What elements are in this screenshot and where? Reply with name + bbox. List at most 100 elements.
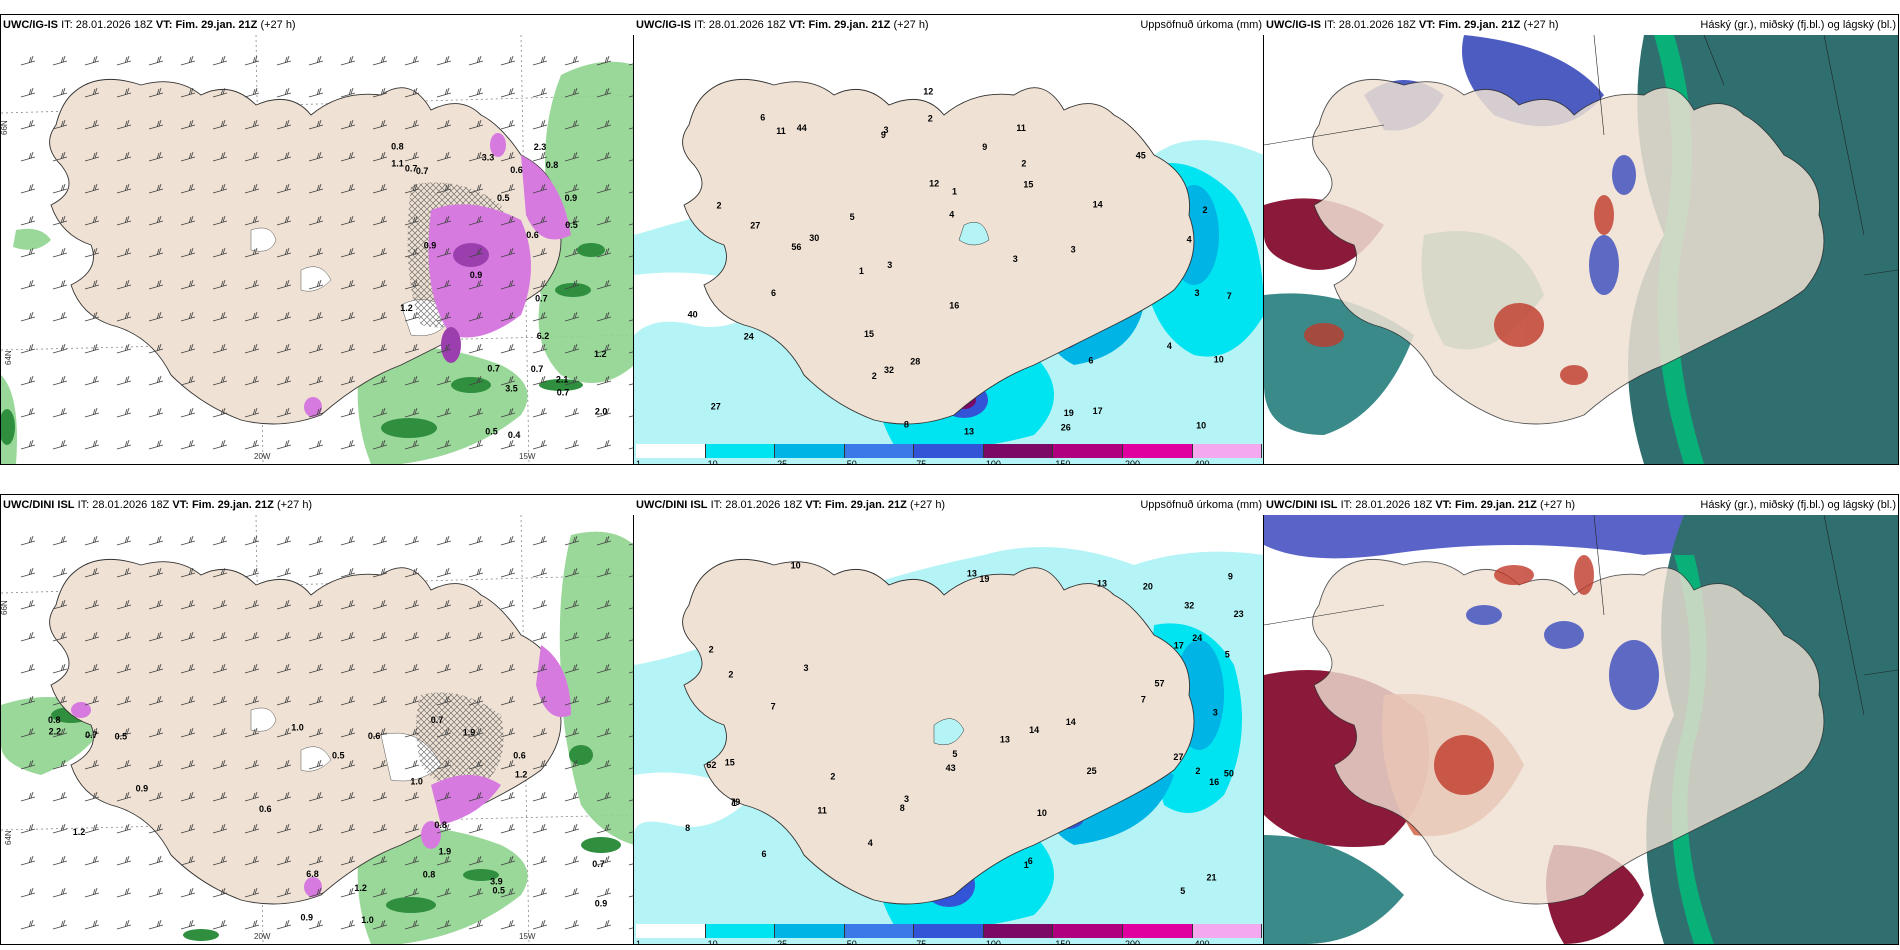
wind-barb — [436, 695, 452, 706]
wind-barb — [276, 215, 292, 226]
wind-barb — [468, 631, 484, 642]
wind-barb — [372, 119, 388, 130]
wind-barb — [52, 87, 68, 98]
wind-barb — [276, 151, 292, 162]
wind-barb — [116, 631, 132, 642]
wind-barb — [468, 55, 484, 66]
wind-barb — [532, 567, 548, 578]
wind-barb — [532, 887, 548, 898]
wind-barb — [116, 151, 132, 162]
colorbar-segment: 50 — [844, 924, 915, 944]
wind-barb — [276, 247, 292, 258]
wind-barb — [500, 855, 516, 866]
snow-map: 66N 64N 20W 15W 0.5 0.5 0.8 0.6 0.9 1.0 1.0 0.7… — [1, 515, 634, 944]
value-label: 2 — [1203, 205, 1208, 215]
value-label: 19 — [1064, 408, 1074, 418]
wind-barb — [436, 343, 452, 354]
wind-barb — [628, 351, 634, 354]
wind-barb — [148, 663, 164, 674]
value-label: 2 — [928, 114, 933, 124]
wind-barb — [308, 695, 324, 706]
value-label: 1.0 — [291, 723, 304, 733]
wind-barb — [116, 439, 132, 450]
wind-barb — [564, 759, 580, 770]
value-label: 27 — [1173, 752, 1183, 762]
wind-barb — [628, 639, 634, 642]
wind-barb — [532, 183, 548, 194]
wind-barb — [308, 791, 324, 802]
wind-barb — [372, 311, 388, 322]
model-name: UWC/IG-IS — [3, 19, 58, 31]
wind-barb — [628, 799, 634, 802]
wind-barb — [372, 407, 388, 418]
wind-barb — [84, 823, 100, 834]
wind-barb — [148, 727, 164, 738]
wind-barb — [148, 791, 164, 802]
wind-barb — [628, 767, 634, 770]
wind-barb — [500, 279, 516, 290]
model-name: UWC/DINI ISL — [3, 499, 75, 511]
colorbar-segment: 1 — [636, 444, 706, 464]
wind-barb — [404, 823, 420, 834]
value-label: 2.1 — [556, 374, 569, 384]
wind-barb — [212, 439, 228, 450]
wind-barb — [628, 703, 634, 706]
value-label: 15 — [1023, 179, 1033, 189]
colorbar-segment: 200 — [1122, 444, 1193, 464]
wind-barb — [20, 759, 36, 770]
value-label: 1 — [732, 798, 737, 808]
value-label: 1.2 — [400, 303, 413, 313]
wind-barb — [500, 567, 516, 578]
wind-barb — [596, 439, 612, 450]
value-label: 0.5 — [565, 220, 578, 230]
wind-barb — [628, 607, 634, 610]
wind-barb — [116, 119, 132, 130]
wind-barb — [436, 311, 452, 322]
wind-barb — [276, 375, 292, 386]
colorbar-segment: 100 — [983, 444, 1054, 464]
colorbar-segment: 10 — [705, 444, 776, 464]
wind-barb — [340, 279, 356, 290]
wind-barb — [308, 407, 324, 418]
wind-barb — [84, 279, 100, 290]
value-label: 7 — [1141, 695, 1146, 705]
wind-barb — [500, 727, 516, 738]
panel-dini-precip: UWC/DINI ISL IT: 28.01.2026 18Z VT: Fim.… — [633, 494, 1265, 945]
wind-barb — [180, 599, 196, 610]
wind-barb — [52, 343, 68, 354]
wind-barb — [532, 215, 548, 226]
wind-barb — [180, 439, 196, 450]
wind-barb — [468, 311, 484, 322]
wind-barb — [276, 631, 292, 642]
wind-barb — [596, 759, 612, 770]
wind-barb — [276, 535, 292, 546]
wind-barb — [84, 215, 100, 226]
wind-barb — [180, 183, 196, 194]
wind-barb — [308, 343, 324, 354]
wind-barb — [20, 599, 36, 610]
wind-barb — [340, 567, 356, 578]
wind-barb — [532, 87, 548, 98]
colorbar: 1 10 25 50 75 100 150 200 400 — [636, 444, 1263, 464]
panel-ig-snow: UWC/IG-IS IT: 28.01.2026 18Z VT: Fim. 29… — [0, 14, 635, 465]
wind-barb — [148, 151, 164, 162]
colorbar-segment: 150 — [1053, 924, 1123, 944]
value-label: 56 — [791, 242, 801, 252]
wind-barb — [84, 535, 100, 546]
colorbar-segment: 200 — [1122, 924, 1193, 944]
wind-barb — [372, 279, 388, 290]
wind-barb — [212, 247, 228, 258]
value-label: 6 — [1088, 356, 1093, 366]
wind-barb — [596, 727, 612, 738]
wind-barb — [212, 183, 228, 194]
wind-barb — [468, 87, 484, 98]
wind-barb — [500, 791, 516, 802]
colorbar-segment: 150 — [1053, 444, 1123, 464]
wind-barb — [20, 279, 36, 290]
colorbar-segment: 10 — [705, 924, 776, 944]
wind-barb — [372, 55, 388, 66]
colorbar-segment: 75 — [914, 444, 984, 464]
wind-barb — [148, 343, 164, 354]
value-label: 6.8 — [306, 869, 319, 879]
value-label: 5 — [952, 749, 957, 759]
